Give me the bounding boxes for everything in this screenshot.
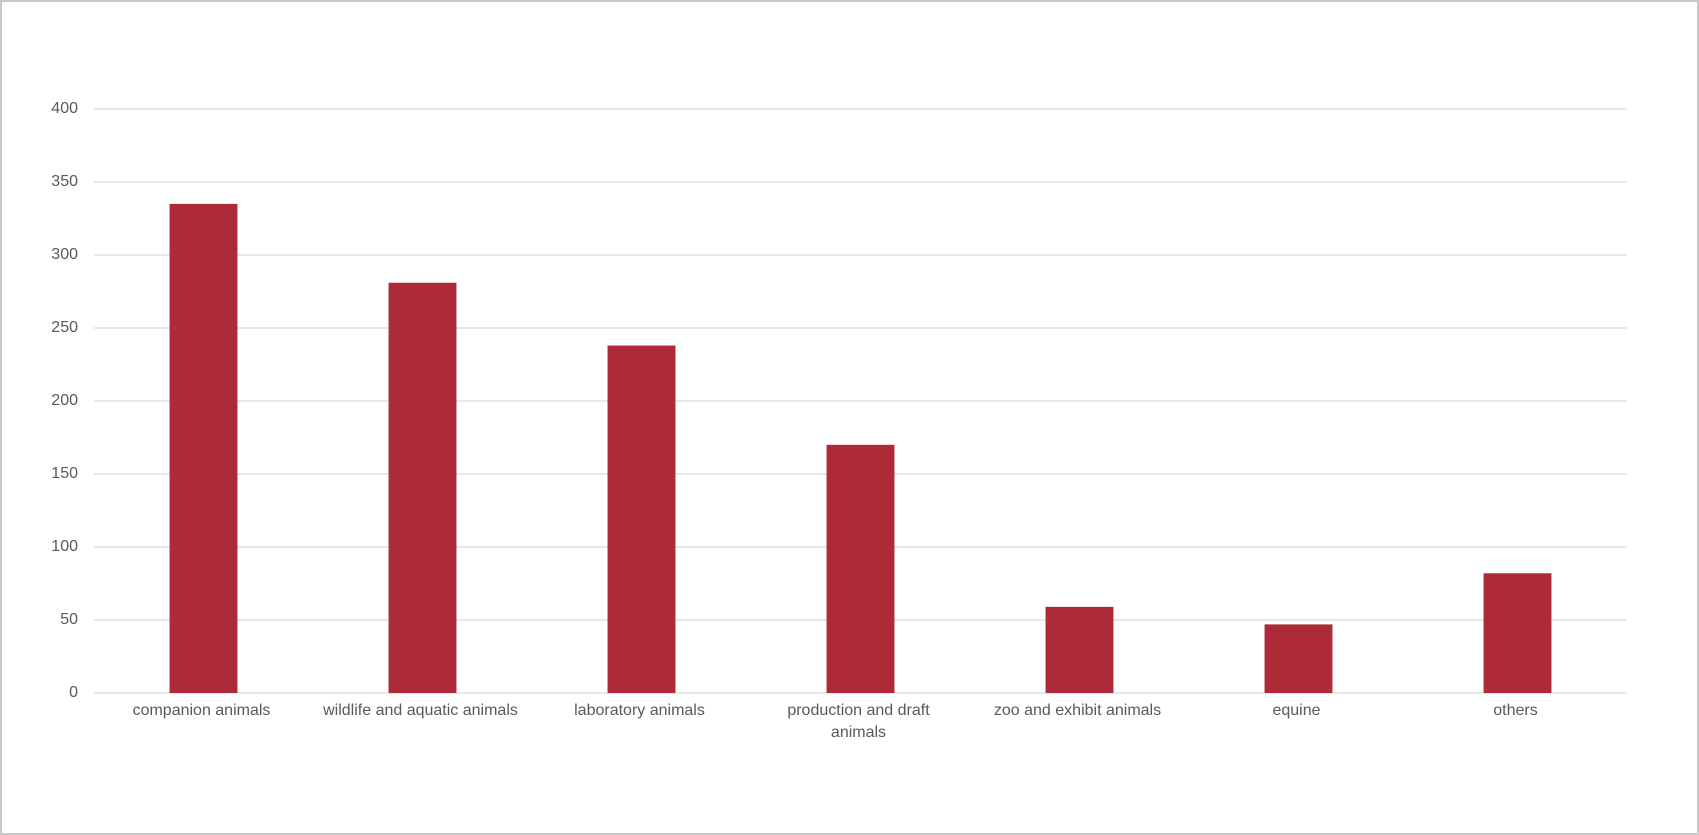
y-tick-label: 200: [51, 392, 78, 409]
bar: [1045, 606, 1114, 693]
y-tick-label: 400: [51, 100, 78, 117]
y-tick-label: 0: [69, 684, 78, 701]
bar: [388, 282, 457, 693]
x-tick-label: equine: [1272, 702, 1321, 719]
x-tick-label: wildlife and aquatic animals: [323, 702, 518, 719]
x-tick-label: companion animals: [132, 702, 271, 719]
x-tick-label: production and draft animals: [787, 702, 930, 741]
x-tick-label: zoo and exhibit animals: [993, 702, 1162, 719]
y-tick-label: 300: [51, 246, 78, 263]
y-tick-label: 100: [51, 538, 78, 555]
bar: [826, 444, 895, 693]
y-tick-label: 250: [51, 319, 78, 336]
bar: [1264, 624, 1333, 693]
y-tick-label: 350: [51, 173, 78, 190]
bar: [1483, 573, 1552, 693]
y-tick-label: 50: [60, 611, 78, 628]
bar: [607, 345, 676, 693]
x-tick-label: laboratory animals: [574, 702, 705, 719]
y-tick-label: 150: [51, 465, 78, 482]
x-tick-label: others: [1493, 702, 1538, 719]
bar: [169, 203, 238, 693]
